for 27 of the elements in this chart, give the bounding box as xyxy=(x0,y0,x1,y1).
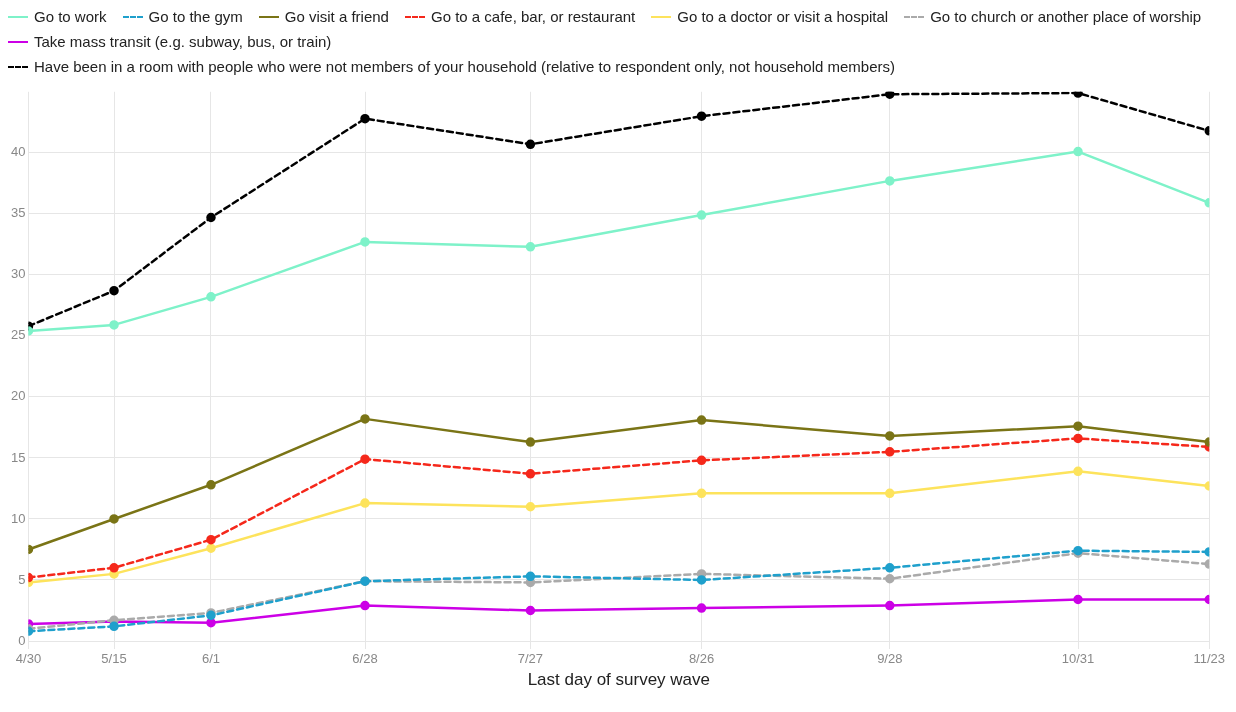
x-tick-label: 8/26 xyxy=(688,651,715,667)
y-tick-label: 40 xyxy=(10,144,26,160)
legend-label: Go visit a friend xyxy=(284,8,389,25)
x-tick-label: 10/31 xyxy=(1061,651,1095,667)
y-tick-label: 0 xyxy=(18,632,26,648)
x-axis-title: Last day of survey wave xyxy=(527,670,711,690)
x-tick-label: 11/23 xyxy=(1193,651,1226,667)
y-tick-label: 25 xyxy=(10,327,26,343)
legend-label: Go to church or another place of worship xyxy=(930,8,1202,25)
y-tick-label: 35 xyxy=(10,205,26,221)
x-tick-label: 6/1 xyxy=(201,651,221,667)
legend-label: Go to work xyxy=(34,8,107,25)
x-tick-label: 7/27 xyxy=(517,651,544,667)
legend-label: Go to a cafe, bar, or restaurant xyxy=(430,8,636,25)
legend-label: Have been in a room with people who were not members of your household (relative to respondent only, not household members) xyxy=(34,58,896,75)
y-tick-label: 20 xyxy=(10,388,26,404)
x-tick-label: 5/15 xyxy=(101,651,127,667)
y-tick-label: 15 xyxy=(10,449,26,465)
legend-label: Take mass transit (e.g. subway, bus, or train) xyxy=(34,33,332,50)
x-tick-label: 4/30 xyxy=(15,651,42,667)
y-tick-label: 5 xyxy=(18,571,26,587)
y-tick-label: 30 xyxy=(10,266,26,282)
y-tick-label: 10 xyxy=(10,510,26,526)
legend-label: Go to the gym xyxy=(148,8,243,25)
legend-label: Go to a doctor or visit a hospital xyxy=(677,8,889,25)
x-tick-label: 6/28 xyxy=(352,651,378,667)
x-tick-label: 9/28 xyxy=(877,651,903,667)
